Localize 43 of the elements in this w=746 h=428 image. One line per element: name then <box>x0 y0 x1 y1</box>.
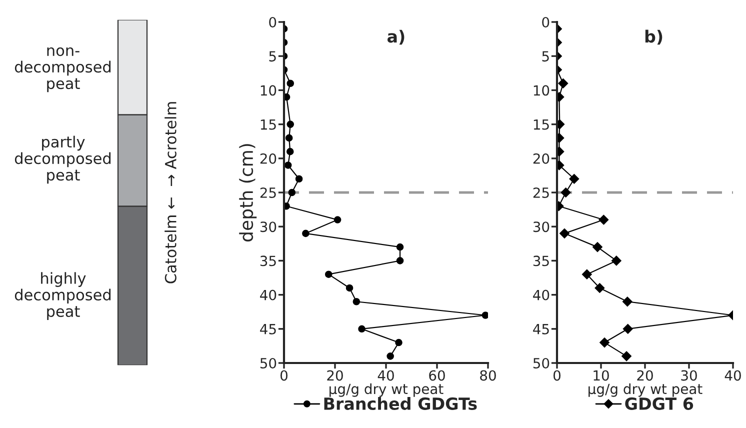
y-tick-label: 45 <box>533 324 549 334</box>
x-axis-title: µg/g dry wt peat <box>330 383 444 397</box>
x-tick-label: 60 <box>429 370 445 381</box>
y-tick-label: 35 <box>260 256 276 266</box>
y-tick-label: 15 <box>260 119 276 130</box>
y-tick-label: 0 <box>542 16 550 28</box>
y-axis-title: depth (cm) <box>239 144 257 242</box>
x-tick-label: 20 <box>637 370 653 381</box>
y-tick-label: 15 <box>534 119 549 130</box>
y-tick-label: 50 <box>260 358 276 368</box>
y-tick-label: 40 <box>533 290 550 300</box>
x-tick-label: 20 <box>327 370 343 381</box>
y-tick-label: 20 <box>260 153 276 164</box>
x-tick-label: 40 <box>378 370 394 381</box>
text: partly decomposed peat <box>14 136 111 184</box>
y-tick-label: 40 <box>260 290 276 300</box>
legend-label: Branched GDGTs <box>324 397 477 410</box>
y-tick-label: 45 <box>260 324 276 334</box>
x-tick-label: 0 <box>280 370 288 381</box>
y-tick-label: 10 <box>260 85 276 96</box>
y-tick-label: 5 <box>269 51 276 62</box>
y-tick-label: 30 <box>260 222 276 232</box>
y-tick-label: 25 <box>533 187 549 198</box>
y-tick-label: 10 <box>534 85 550 96</box>
y-tick-label: 5 <box>542 51 549 62</box>
y-tick-label: 25 <box>260 187 276 198</box>
text: highly decomposed peat <box>14 272 111 320</box>
x-tick-label: 10 <box>594 370 609 381</box>
y-tick-label: 0 <box>269 16 276 28</box>
y-tick-label: 20 <box>533 153 550 164</box>
chart-title: b) <box>645 30 662 45</box>
text: non- decomposed peat <box>14 47 111 92</box>
x-tick-label: 80 <box>480 370 496 381</box>
y-tick-label: 30 <box>533 222 550 232</box>
x-tick-label: 0 <box>553 370 560 381</box>
y-tick-label: 50 <box>533 358 550 368</box>
y-tick-label: 35 <box>533 256 549 266</box>
x-axis-title: µg/g dry wt peat <box>588 383 702 397</box>
x-tick-label: 30 <box>681 370 697 381</box>
text: Catotelm ← → Acrotelm <box>164 102 176 284</box>
legend-label: GDGT 6 <box>625 397 694 410</box>
chart-title: a) <box>387 30 404 45</box>
x-tick-label: 40 <box>724 370 741 381</box>
